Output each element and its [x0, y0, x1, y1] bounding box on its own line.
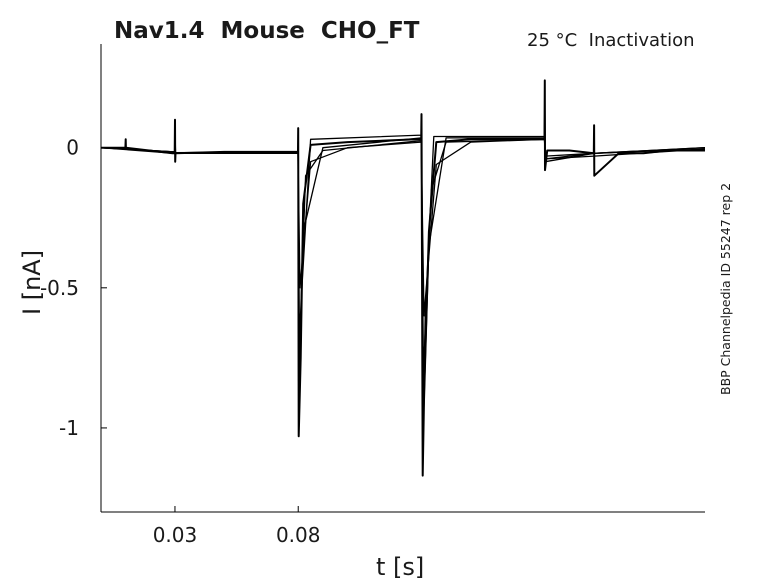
channelpedia-id-label: BBP Channelpedia ID 55247 rep 2 [718, 182, 733, 395]
current-trace-5 [100, 138, 706, 317]
y-axis-label: I [nA] [18, 249, 46, 315]
chart-title: Nav1.4 Mouse CHO_FT [114, 18, 420, 44]
x-axis-label: t [s] [376, 553, 425, 581]
current-trace-4 [100, 138, 706, 373]
y-tick-label: 0 [66, 136, 79, 160]
current-trace-2 [100, 90, 706, 457]
x-tick-label: 0.03 [153, 523, 198, 547]
condition-label: 25 °C Inactivation [527, 30, 695, 51]
plot-axes [100, 44, 705, 513]
y-tick-label: -1 [59, 416, 79, 440]
y-tick-label: -0.5 [40, 276, 79, 300]
x-tick-label: 0.08 [276, 523, 321, 547]
current-trace-3 [100, 105, 706, 429]
